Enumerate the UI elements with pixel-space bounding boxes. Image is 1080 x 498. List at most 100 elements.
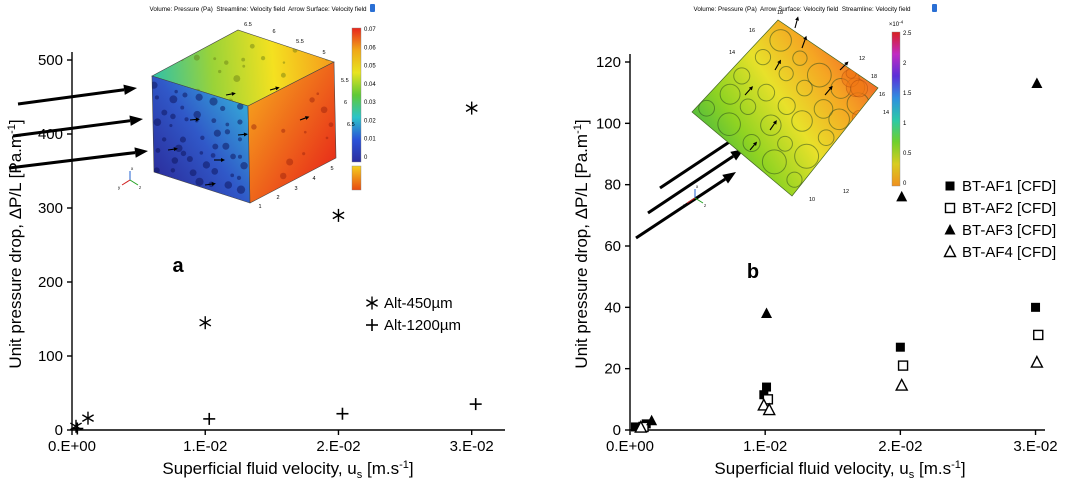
velocity-arrow-icon [195,117,200,122]
svg-text:z: z [139,185,142,190]
svg-text:0: 0 [903,181,907,187]
data-point [630,422,640,432]
flow-arrow-icon [134,147,148,158]
x-axis-title-b: Superficial fluid velocity, us [m.s-1] [714,459,965,481]
x-axis-title-a-close: ] [408,459,414,478]
svg-text:5: 5 [322,50,325,56]
svg-text:y: y [118,185,121,190]
series-BT-AF1 [CFD] [630,302,1041,432]
flow-arrow-icon [722,172,736,184]
colorbar-multiplier: ×10-4 [889,20,904,29]
inset-b-title: Volume: Pressure (Pa) Arrow Surface: Vel… [694,6,911,13]
data-point [762,402,776,416]
velocity-arrow-icon [772,120,777,125]
svg-text:1.5: 1.5 [903,91,912,97]
svg-text:14: 14 [729,50,735,56]
data-point [203,412,216,425]
y-tick-label: 100 [38,348,63,365]
data-point [82,411,94,425]
velocity-arrow-icon [828,85,833,91]
x-axis-title-b-close: ] [960,459,966,478]
data-point [762,382,772,392]
inset-a-title: Volume: Pressure (Pa) Streamline: Veloci… [150,6,367,13]
x-tick-label: 2.E-02 [316,438,360,455]
svg-text:0.04: 0.04 [364,82,376,88]
svg-text:0.02: 0.02 [364,118,376,124]
svg-text:18: 18 [871,74,877,80]
legend: Alt-450µm Alt-1200µm [366,295,461,334]
y-axis-title-a-main: Unit pressure drop, ΔP/L [Pa.m [6,133,25,369]
data-point [465,101,478,115]
svg-text:1: 1 [903,121,907,127]
svg-text:5: 5 [330,166,333,172]
svg-text:6.5: 6.5 [347,122,355,128]
axis-triad-icon: x y z [683,184,707,208]
legend-label: BT-AF3 [CFD] [962,222,1056,239]
y-tick-label: 300 [38,200,63,217]
velocity-arrow-icon [173,147,178,152]
data-point [332,208,345,222]
data-point [336,407,349,420]
data-point [1030,355,1044,368]
velocity-arrow-icon [777,59,781,65]
y-axis-title-b-main: Unit pressure drop, ΔP/L [Pa.m [572,133,591,369]
data-point [469,398,482,411]
x-axis-title-b-sup: -1 [951,459,961,471]
colorbar-secondary [351,165,362,191]
velocity-arrow-icon [211,182,216,187]
x-axis-title-a-sup: -1 [399,459,409,471]
legend-label: Alt-450µm [384,295,453,312]
x-axis-title-a: Superficial fluid velocity, us [m.s-1] [162,459,413,481]
y-axis-title-b-close: ] [572,119,591,125]
x-axis-title-a-mid: [m.s [362,459,400,478]
svg-text:2.5: 2.5 [903,31,912,37]
data-point [897,360,909,371]
x-tick-label: 0.E+00 [606,438,654,455]
data-point [895,342,905,352]
x-axis-title-b-mid: [m.s [914,459,952,478]
series-BT-AF4 [CFD] [634,355,1044,433]
inset-info-icon-b [932,4,937,12]
data-point [634,420,648,433]
x-axis-title-b-main: Superficial fluid velocity, u [714,459,909,478]
svg-text:0.5: 0.5 [903,151,912,157]
data-point [1031,302,1041,312]
svg-text:10: 10 [809,197,815,203]
svg-text:0.01: 0.01 [364,137,376,143]
svg-text:x: x [696,184,699,189]
svg-text:0.06: 0.06 [364,45,376,51]
y-tick-label: 500 [38,52,63,69]
x-tick-label: 1.E-02 [743,438,787,455]
colorbar [351,27,362,163]
velocity-arrow-icon [304,116,310,120]
data-point [757,397,771,411]
svg-text:x: x [131,166,134,171]
x-tick-label: 0.E+00 [48,438,96,455]
x-tick-label: 3.E-02 [1013,438,1057,455]
svg-text:2: 2 [276,195,279,201]
svg-text:12: 12 [843,189,849,195]
velocity-arrow-icon [748,86,754,91]
velocity-arrow-icon [275,86,280,91]
svg-text:5.5: 5.5 [296,39,304,45]
flow-arrow-icon [123,84,137,95]
svg-text:3: 3 [294,186,297,192]
svg-text:16: 16 [749,28,755,34]
cfd-inset-spheres [691,16,879,197]
y-tick-label: 60 [604,238,621,255]
velocity-arrow-icon [221,158,225,162]
data-point [896,190,908,202]
svg-text:5.5: 5.5 [341,78,349,84]
svg-text:0.07: 0.07 [364,27,376,33]
y-axis-title-a-close: ] [6,119,25,125]
data-point [199,316,212,330]
flow-arrow-icon [129,115,143,126]
cfd-inset-block [151,29,337,204]
legend-label: BT-AF4 [CFD] [962,244,1056,261]
data-point [71,422,84,435]
velocity-arrow-icon [752,141,758,146]
svg-text:6: 6 [344,100,347,106]
